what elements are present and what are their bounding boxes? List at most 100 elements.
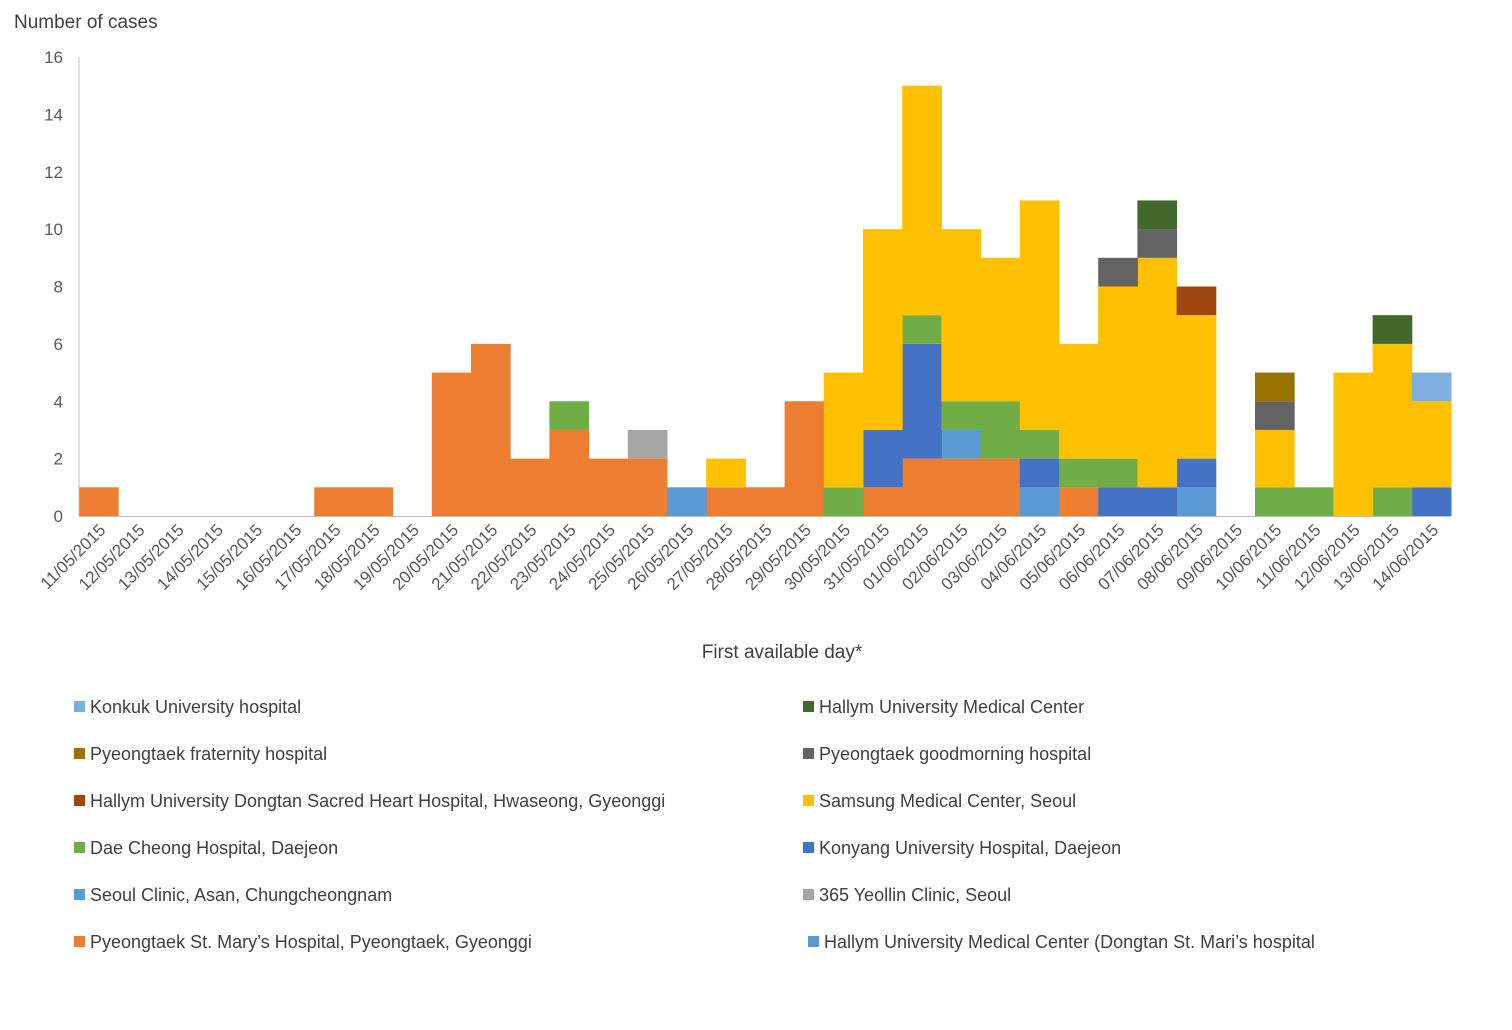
- bar-segment: [823, 372, 864, 488]
- bar-segment: [1137, 200, 1178, 230]
- bar-segment: [431, 372, 472, 516]
- y-tick-label: 2: [54, 450, 63, 469]
- x-tick-labels: 11/05/201512/05/201513/05/201514/05/2015…: [37, 520, 1443, 594]
- bar-segment: [1294, 487, 1334, 516]
- bar-segment: [1059, 487, 1099, 516]
- bar-segment: [1098, 257, 1138, 287]
- y-axis-title: Number of cases: [14, 12, 158, 33]
- legend-item: Konyang University Hospital, Daejeon: [803, 838, 1121, 859]
- bar-segment: [1372, 315, 1413, 344]
- y-tick-label: 6: [54, 335, 63, 354]
- legend-label: Seoul Clinic, Asan, Chungcheongnam: [90, 885, 393, 905]
- y-tick-label: 8: [54, 278, 63, 297]
- bar-segment: [941, 401, 982, 430]
- bar-segment: [941, 458, 982, 517]
- bar-segment: [1098, 458, 1138, 488]
- bar-segment: [863, 229, 903, 430]
- bar-segment: [902, 315, 942, 344]
- bar-segment: [1372, 487, 1413, 516]
- bar-segment: [1176, 487, 1217, 516]
- y-tick-labels: 0 2 4 6 8 10 12 14 16: [44, 48, 63, 526]
- bar-segment: [941, 429, 982, 459]
- bar-segment: [980, 401, 1021, 459]
- bar-segment: [353, 487, 394, 516]
- bar-segment: [706, 458, 746, 488]
- bar-segment: [941, 229, 982, 402]
- legend-label: Pyeongtaek goodmorning hospital: [819, 744, 1092, 764]
- bar-segment: [1059, 343, 1099, 459]
- y-tick-label: 4: [54, 392, 63, 411]
- bar-segment: [1176, 315, 1217, 459]
- legend-item: Pyeongtaek fraternity hospital: [74, 744, 327, 765]
- legend-item: Konkuk University hospital: [74, 697, 301, 718]
- legend-swatch: [74, 795, 85, 806]
- y-tick-label: 12: [44, 163, 63, 182]
- bar-segment: [1411, 372, 1452, 402]
- y-tick-label: 14: [44, 105, 63, 124]
- bar-segment: [314, 487, 354, 516]
- legend-label: Samsung Medical Center, Seoul: [819, 791, 1077, 811]
- y-tick-label: 16: [44, 48, 63, 67]
- legend-swatch: [808, 936, 819, 947]
- bar-segment: [1137, 257, 1178, 488]
- bar-layer: [79, 85, 1452, 517]
- bar-segment: [510, 458, 550, 517]
- bar-segment: [1059, 458, 1099, 488]
- bar-segment: [667, 487, 707, 516]
- legend-swatch: [74, 842, 85, 853]
- bar-segment: [902, 343, 942, 459]
- bar-segment: [1411, 401, 1452, 488]
- legend-label: Hallym University Medical Center: [819, 697, 1085, 717]
- bar-segment: [863, 487, 903, 516]
- legend-item: Dae Cheong Hospital, Daejeon: [74, 838, 338, 859]
- bar-segment: [1411, 487, 1452, 516]
- bar-segment: [1098, 487, 1138, 516]
- legend-swatch: [803, 701, 814, 712]
- bar-segment: [980, 257, 1021, 402]
- legend-item: Samsung Medical Center, Seoul: [803, 791, 1076, 812]
- bar-segment: [1176, 458, 1217, 488]
- legend-swatch: [74, 701, 85, 712]
- bar-segment: [902, 85, 942, 316]
- legend-item: Pyeongtaek St. Mary’s Hospital, Pyeongta…: [74, 932, 532, 953]
- bar-segment: [79, 487, 119, 516]
- legend-label: 365 Yeollin Clinic, Seoul: [819, 885, 1012, 905]
- bar-segment: [823, 487, 864, 516]
- bar-segment: [863, 429, 903, 488]
- bar-segment: [588, 458, 629, 517]
- bar-segment: [549, 429, 590, 516]
- bar-segment: [1255, 401, 1295, 430]
- bar-segment: [1176, 286, 1217, 316]
- bar-segment: [1255, 372, 1295, 402]
- legend-item: Pyeongtaek goodmorning hospital: [803, 744, 1091, 765]
- bar-segment: [471, 343, 511, 517]
- legend-swatch: [74, 889, 85, 900]
- legend-item: 365 Yeollin Clinic, Seoul: [803, 885, 1011, 906]
- bar-segment: [1098, 286, 1138, 459]
- bar-segment: [784, 401, 825, 516]
- axes-layer: [78, 57, 1451, 517]
- bar-segment: [1255, 487, 1295, 516]
- legend-label: Pyeongtaek fraternity hospital: [90, 744, 328, 764]
- legend-swatch: [803, 795, 814, 806]
- bar-segment: [1019, 458, 1060, 488]
- bar-segment: [1137, 487, 1178, 516]
- bar-segment: [1019, 429, 1060, 459]
- bar-segment: [1019, 487, 1060, 516]
- legend-swatch: [803, 889, 814, 900]
- legend-item: Hallym University Dongtan Sacred Heart H…: [74, 791, 665, 812]
- bar-segment: [902, 458, 942, 517]
- legend-swatch: [74, 748, 85, 759]
- legend-item: Hallym University Medical Center: [803, 697, 1084, 718]
- bar-segment: [1255, 429, 1295, 488]
- legend-swatch: [803, 842, 814, 853]
- bar-segment: [549, 401, 590, 430]
- bar-segment: [980, 458, 1021, 517]
- legend-label: Dae Cheong Hospital, Daejeon: [90, 838, 339, 858]
- bar-segment: [627, 458, 668, 517]
- legend-label: Hallym University Medical Center (Dongta…: [824, 932, 1315, 952]
- legend-swatch: [803, 748, 814, 759]
- legend-label: Hallym University Dongtan Sacred Heart H…: [90, 791, 666, 811]
- bar-segment: [627, 429, 668, 459]
- legend-label: Konkuk University hospital: [90, 697, 302, 717]
